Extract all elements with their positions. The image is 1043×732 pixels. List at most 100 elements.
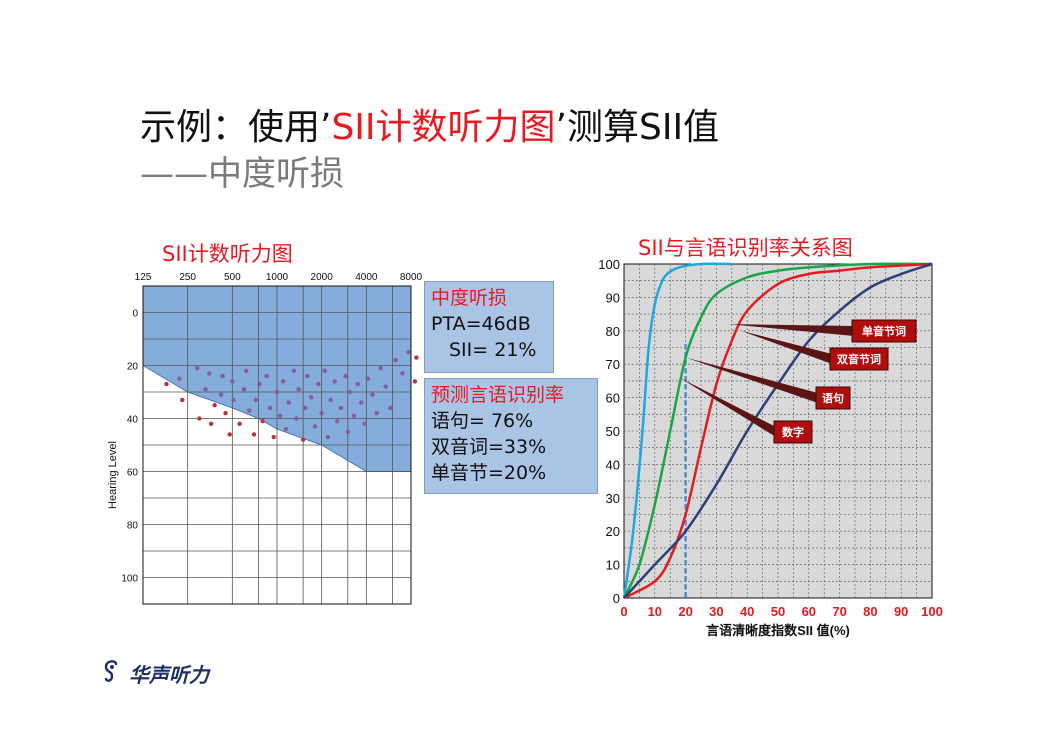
count-dot: [343, 373, 348, 379]
sii-x-tick-label: 80: [863, 604, 877, 619]
count-dot: [230, 379, 235, 384]
annotation-box: [773, 420, 813, 444]
count-dot: [280, 379, 286, 384]
count-dot: [412, 379, 418, 384]
prediction-monosyllable: 单音节=20%: [431, 462, 547, 484]
sii-y-tick-label: 50: [606, 424, 620, 439]
count-dot: [197, 416, 202, 421]
sii-x-tick-label: 20: [678, 604, 692, 619]
sii-y-tick-label: 60: [606, 391, 620, 406]
count-dot: [332, 379, 337, 384]
sii-x-tick-label: 30: [709, 604, 723, 619]
count-dot: [271, 434, 276, 440]
prediction-sentence: 语句= 76%: [431, 410, 534, 432]
audiogram-x-tick-label: 8000: [400, 272, 423, 283]
count-dot: [383, 384, 388, 389]
audiogram-x-tick-label: 250: [179, 272, 196, 283]
sii-x-tick-label: 50: [771, 604, 785, 619]
count-dot: [218, 392, 224, 397]
audiogram-x-tick-label: 1000: [266, 272, 289, 283]
page-subtitle: ——中度听损: [140, 154, 344, 194]
annotation-label: 语句: [822, 391, 844, 405]
sii-y-tick-label: 30: [606, 491, 620, 506]
count-dot: [316, 381, 321, 387]
count-dot: [296, 387, 301, 392]
count-dot: [286, 400, 291, 405]
audiogram-y-tick-label: 60: [127, 468, 139, 479]
count-dot: [322, 368, 328, 373]
count-dot: [277, 413, 283, 419]
count-dot: [388, 405, 393, 411]
count-dot: [362, 421, 367, 426]
audiogram-y-tick-label: 40: [127, 415, 139, 426]
count-dot: [305, 373, 310, 379]
count-dot: [177, 376, 182, 381]
title-part-1: 示例：使用’: [140, 107, 332, 148]
sii-x-tick-label: 70: [832, 604, 846, 619]
count-dot: [203, 387, 208, 392]
sii-y-tick-label: 70: [606, 357, 620, 372]
title-part-2: ’测算SII值: [555, 107, 720, 148]
sii-x-label: 言语清晰度指数SII 值(%): [706, 623, 850, 638]
count-dot: [365, 376, 371, 381]
count-dot: [338, 405, 344, 411]
count-dot: [268, 405, 273, 411]
count-dot: [208, 421, 214, 426]
sii-x-tick-label: 10: [648, 604, 662, 619]
count-dot: [260, 418, 265, 424]
info-box-2-heading: 预测言语识别率: [431, 384, 565, 406]
ear-icon: [102, 657, 122, 690]
count-dot: [247, 408, 252, 413]
count-dot: [223, 411, 228, 416]
count-dot: [164, 381, 169, 387]
sii-curve: [622, 262, 732, 599]
count-dot: [241, 387, 247, 392]
count-dot: [308, 395, 314, 400]
count-dot: [303, 405, 308, 411]
pta-value: PTA=46dB: [431, 313, 531, 335]
count-dot: [374, 411, 379, 416]
audiogram-y-tick-label: 100: [121, 574, 138, 585]
count-dot: [253, 397, 259, 403]
count-dot: [393, 358, 398, 363]
title-highlight: SII计数听力图: [331, 107, 556, 148]
count-dot: [414, 355, 419, 360]
page-title: 示例：使用’SII计数听力图’测算SII值: [140, 98, 719, 150]
audiogram-frame: [142, 285, 412, 605]
audiogram-x-tick-label: 2000: [311, 272, 334, 283]
count-dot: [237, 421, 242, 426]
count-dot: [207, 371, 212, 376]
audiogram-y-tick-label: 80: [127, 521, 139, 532]
count-dot: [351, 413, 357, 419]
count-dots: [164, 350, 419, 442]
sii-y-tick-label: 100: [598, 257, 620, 272]
sii-chart: 0 10 20 30 40 50 60 70 80 90 100 0 10 20 30 40 50 60 70 80 9…: [598, 257, 943, 638]
count-dot: [180, 397, 185, 403]
count-dot: [406, 350, 411, 355]
sii-y-tick-label: 80: [606, 324, 620, 339]
brand-logo: 华声听力: [102, 657, 209, 690]
audiogram-y-label: Hearing Level: [107, 441, 119, 509]
sii-curve: [622, 262, 933, 599]
sii-y-tick-label: 40: [606, 457, 620, 472]
sii-x-tick-label: 60: [802, 604, 816, 619]
annotation-label: 双音节词: [837, 352, 881, 366]
count-dot: [325, 434, 331, 440]
count-dot: [312, 424, 318, 429]
count-dot: [231, 397, 236, 403]
sii-value: SII= 21%: [449, 339, 537, 361]
count-dot: [195, 365, 200, 371]
sii-y-tick-label: 0: [613, 591, 620, 606]
annotation-box: [851, 319, 917, 343]
count-dot: [300, 437, 306, 442]
count-dot: [257, 381, 262, 387]
count-dot: [319, 411, 324, 416]
sii-curve: [623, 262, 933, 600]
audiogram-x-tick-label: 125: [135, 272, 152, 283]
count-dot: [251, 432, 257, 437]
audiogram-x-tick-label: 500: [224, 272, 241, 283]
count-dot: [378, 365, 383, 371]
count-dot: [294, 416, 299, 421]
sii-y-tick-label: 20: [606, 524, 620, 539]
count-dot: [274, 389, 280, 395]
